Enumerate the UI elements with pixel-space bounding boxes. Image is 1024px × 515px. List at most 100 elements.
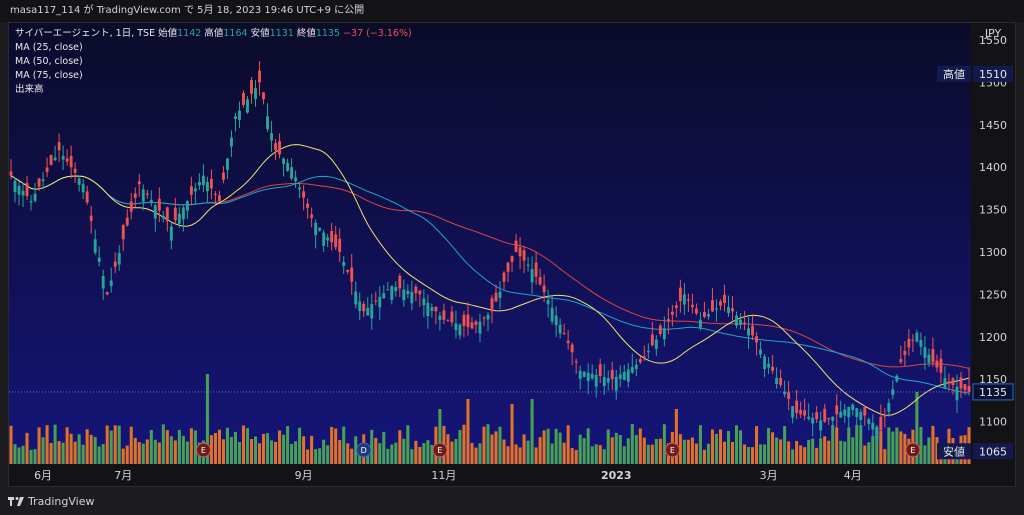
volume-bar <box>502 439 506 464</box>
volume-bar <box>21 445 25 464</box>
volume-bar <box>382 431 386 464</box>
candle-body <box>967 385 971 392</box>
volume-bar <box>690 437 694 464</box>
candle-body <box>278 141 282 155</box>
candle-body <box>25 182 29 197</box>
legend-ma75[interactable]: MA (75, close) <box>15 70 83 81</box>
candle-body <box>658 325 662 334</box>
candle-body <box>490 298 494 312</box>
volume-bar <box>638 428 642 464</box>
volume-bar <box>402 438 406 464</box>
legend-ma25[interactable]: MA (25, close) <box>15 42 83 53</box>
volume-bar <box>538 437 542 464</box>
candle-body <box>97 257 101 262</box>
event-marker-icon <box>905 442 921 458</box>
candle-body <box>137 181 141 185</box>
candle-body <box>670 311 674 315</box>
candle-body <box>217 195 221 202</box>
candle-body <box>29 201 33 203</box>
candle-body <box>654 339 658 349</box>
volume-bar <box>590 446 594 464</box>
footer-brand: TradingView <box>28 494 95 508</box>
legend-volume[interactable]: 出来高 <box>15 84 44 95</box>
volume-bar <box>779 439 783 464</box>
volume-bar <box>438 409 442 464</box>
candle-body <box>586 372 590 381</box>
y-tick-label: 1200 <box>979 331 1007 344</box>
event-marker-label: E <box>437 446 442 455</box>
volume-bar <box>815 447 819 464</box>
volume-bar <box>799 445 803 464</box>
high-value: 1164 <box>223 28 248 39</box>
volume-bar <box>386 448 390 464</box>
legend-symbol-row[interactable]: サイバーエージェント, 1日, TSE 始値1142 高値1164 安値1131… <box>15 27 412 41</box>
close-value: 1135 <box>315 28 341 39</box>
volume-bar <box>330 426 334 464</box>
candle-body <box>258 70 261 83</box>
publish-info-text: masa117_114 が TradingView.com で 5月 18, 2… <box>10 5 365 16</box>
volume-bar <box>346 443 350 464</box>
candle-body <box>482 317 486 319</box>
legend-ma50[interactable]: MA (50, close) <box>15 56 83 67</box>
candle-body <box>843 409 847 416</box>
candle-body <box>366 307 370 316</box>
candle-body <box>322 232 326 246</box>
volume-bar <box>714 433 718 464</box>
volume-bar <box>109 430 113 464</box>
candle-body <box>570 344 574 353</box>
volume-bar <box>614 432 618 464</box>
chart-frame[interactable]: E D E E E JPY 1100 1150 1200 1250 1300 1350 1400 1450… <box>8 22 1016 487</box>
candlestick-chart[interactable]: E D E E E JPY 1100 1150 1200 1250 1300 1350 1400 1450… <box>9 23 1015 486</box>
candle-body <box>270 133 273 141</box>
candle-body <box>526 264 530 266</box>
candle-body <box>414 286 418 294</box>
candle-body <box>795 400 799 414</box>
volume-bar <box>45 425 49 464</box>
volume-bar <box>919 426 923 464</box>
candle-body <box>105 292 109 295</box>
candle-body <box>867 419 871 424</box>
candle-body <box>250 80 253 94</box>
candle-body <box>855 408 859 418</box>
volume-bar <box>582 438 586 464</box>
candle-body <box>486 314 490 320</box>
volume-bar <box>678 434 682 464</box>
candle-body <box>642 356 646 358</box>
volume-bar <box>674 409 678 464</box>
candle-body <box>578 370 582 379</box>
volume-bar <box>606 429 610 464</box>
volume-bar <box>618 435 622 464</box>
candle-body <box>951 378 955 386</box>
volume-bar <box>354 436 358 464</box>
candle-body <box>731 308 734 312</box>
candle-body <box>61 155 65 160</box>
candle-body <box>173 207 177 221</box>
volume-bar <box>807 439 811 464</box>
volume-bar <box>237 442 242 464</box>
volume-bar <box>658 438 662 464</box>
candle-body <box>45 167 49 173</box>
candle-body <box>678 287 682 302</box>
candle-body <box>727 307 730 314</box>
event-marker-label: E <box>910 446 915 455</box>
volume-bar <box>895 427 899 464</box>
volume-bar <box>466 399 470 464</box>
y-tick-label: 1400 <box>979 161 1007 174</box>
candle-body <box>959 377 963 389</box>
event-marker-icon <box>664 442 680 458</box>
candle-body <box>807 416 811 419</box>
volume-bar <box>646 444 650 464</box>
candle-body <box>646 350 650 353</box>
volume-bar <box>474 447 478 464</box>
volume-bar <box>598 445 602 464</box>
volume-bar <box>767 428 771 464</box>
price-tag-caption-box <box>937 443 971 460</box>
volume-bar <box>855 424 859 464</box>
candle-body <box>751 325 754 336</box>
candle-body <box>847 407 851 418</box>
price-axis-background <box>971 23 1015 486</box>
volume-bar <box>422 443 426 464</box>
open-value: 1142 <box>177 28 202 39</box>
event-marker-label: E <box>201 446 206 455</box>
candle-body <box>189 186 193 195</box>
